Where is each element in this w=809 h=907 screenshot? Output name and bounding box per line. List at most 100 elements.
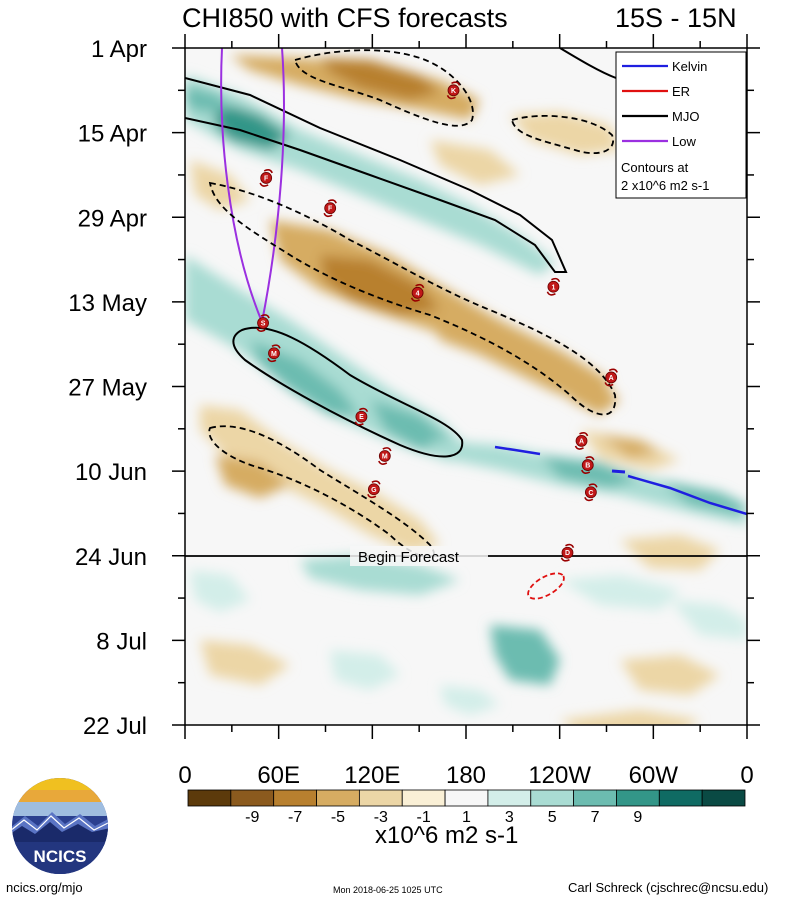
storm-arm	[584, 496, 594, 502]
storm-arm	[451, 81, 461, 86]
storm-marker: 4	[410, 283, 425, 302]
mjo-contour	[232, 326, 464, 458]
storm-arm	[382, 447, 392, 452]
er-contour	[527, 572, 565, 600]
colorbar-swatch	[658, 789, 703, 807]
colorbar-swatch	[444, 789, 489, 807]
storm-arm	[588, 483, 598, 488]
mjo-contour	[185, 77, 568, 273]
storm-arm	[271, 344, 281, 349]
chart-region: 15S - 15N	[615, 3, 737, 33]
storm-arm	[359, 407, 369, 413]
storm-arm	[560, 557, 570, 562]
storm-label: G	[371, 487, 377, 494]
kelvin-contour	[611, 469, 626, 474]
storm-marker: F	[323, 199, 337, 218]
colorbar-swatch	[616, 789, 660, 807]
forecast-label-bg	[350, 546, 488, 566]
storm-arm	[354, 421, 364, 426]
colorbar-tick-label: 1	[462, 809, 471, 826]
storm-arm	[410, 297, 420, 302]
colorbar-tick-label: 7	[591, 809, 600, 826]
storm-dot	[575, 435, 588, 447]
storm-arm	[585, 456, 595, 461]
colorbar-swatch	[530, 789, 575, 807]
y-tick-label: 10 Jun	[75, 459, 147, 486]
y-axis: 1 Apr 15 Apr 29 Apr 13 May 27 May 10 Jun 24 Ju…	[68, 36, 760, 740]
storm-arm	[256, 327, 266, 332]
y-tick-label: 15 Apr	[78, 121, 147, 148]
legend-note-line1: Contours at	[621, 160, 689, 175]
storm-dot	[561, 546, 574, 559]
y-tick-label: 29 Apr	[78, 205, 147, 232]
storm-label: M	[271, 351, 277, 358]
footer-site[interactable]: ncics.org/mjo	[6, 880, 83, 895]
x-axis: 0 60E 120E 180 120W 60W 0	[178, 34, 754, 789]
colorbar-swatch	[273, 789, 317, 807]
storm-arm	[323, 212, 333, 218]
y-tick-label: 8 Jul	[96, 628, 147, 655]
storm-arm	[581, 469, 591, 475]
storm-arm	[371, 480, 381, 485]
x-tick-label: 180	[446, 762, 486, 789]
colorbar-swatch	[573, 789, 617, 807]
colorbar-tick-label: -5	[331, 809, 345, 826]
x-tick-label: 60E	[257, 762, 300, 789]
colorbar-tick-label: -9	[245, 809, 259, 826]
storm-marker: G	[367, 480, 381, 499]
legend: Kelvin ER MJO Low Contours at 2 x10^6 m2 s-…	[615, 51, 747, 199]
storm-label: K	[451, 88, 456, 95]
colorbar-swatch	[701, 789, 746, 807]
storm-label: F	[328, 206, 333, 213]
storm-dot	[324, 202, 337, 215]
legend-label: ER	[672, 84, 690, 99]
dashed-contour	[510, 115, 615, 155]
storm-marker: D	[560, 543, 575, 562]
x-tick-label: 120E	[344, 762, 400, 789]
x-tick-label: 0	[740, 762, 753, 789]
storm-arm	[259, 182, 269, 187]
mjo-contour	[559, 48, 617, 79]
logo-text: NCICS	[34, 847, 87, 866]
storm-label: E	[359, 414, 364, 421]
storm-dot	[581, 459, 594, 471]
colorbar-tick-label: -1	[417, 809, 431, 826]
colorbar-tick-label: -3	[374, 809, 388, 826]
storm-dot	[584, 486, 597, 499]
colorbar-units: x10^6 m2 s-1	[375, 822, 518, 849]
legend-label: Kelvin	[672, 59, 707, 74]
colorbar-swatch	[187, 789, 232, 807]
colorbar-swatch	[230, 789, 275, 807]
y-tick-label: 13 May	[68, 290, 147, 317]
storm-dot	[257, 317, 269, 329]
storm-arm	[551, 277, 561, 283]
legend-label: MJO	[672, 109, 699, 124]
storm-label: D	[565, 550, 570, 557]
storm-arm	[579, 431, 589, 437]
storm-marker: C	[584, 483, 598, 502]
x-tick-label: 120W	[528, 762, 591, 789]
storm-arm	[263, 169, 273, 174]
legend-box	[615, 51, 747, 199]
storm-label: S	[261, 321, 266, 328]
storm-marker: A	[604, 368, 618, 387]
storm-marker: M	[267, 344, 281, 363]
storm-marker: K	[446, 81, 461, 100]
colorbar: -9 -7 -5 -3 -1 1 3 5 7 9	[187, 789, 746, 826]
colorbar-swatch	[358, 789, 403, 807]
y-tick-label: 22 Jul	[83, 713, 147, 740]
storm-dot	[268, 347, 280, 360]
storm-marker: A	[574, 431, 589, 450]
storm-marker: B	[581, 456, 595, 475]
colorbar-tick-label: 9	[633, 809, 642, 826]
footer-author: Carl Schreck (cjschrec@ncsu.edu)	[568, 880, 769, 895]
kelvin-contour	[494, 445, 541, 456]
storm-arm	[608, 368, 618, 373]
storm-dot	[411, 286, 424, 299]
ncics-logo: NCICS	[12, 778, 108, 874]
storm-dot	[605, 371, 618, 384]
storm-marker: M	[378, 447, 392, 465]
y-tick-label: 27 May	[68, 375, 147, 402]
storm-arm	[546, 291, 556, 296]
storm-label: 4	[416, 290, 420, 297]
